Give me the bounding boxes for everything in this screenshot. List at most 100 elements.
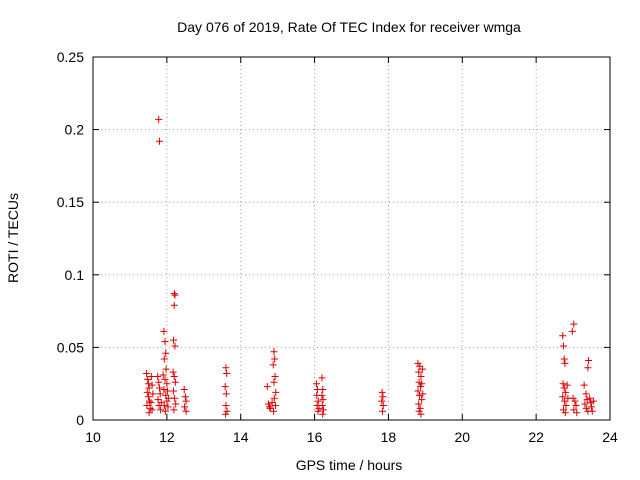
data-point — [170, 301, 178, 309]
data-point — [161, 407, 169, 415]
data-point — [170, 387, 178, 395]
y-tick-label: 0.25 — [57, 49, 84, 65]
data-point — [180, 386, 188, 394]
data-point — [271, 401, 279, 409]
data-point — [560, 384, 568, 392]
data-point — [589, 397, 597, 405]
data-point — [415, 400, 423, 408]
data-point — [172, 400, 180, 408]
data-point — [149, 390, 157, 398]
data-point — [270, 394, 278, 402]
data-point — [159, 371, 167, 379]
data-point — [171, 378, 179, 386]
data-point — [223, 407, 231, 415]
data-point — [222, 390, 230, 398]
data-point — [162, 391, 170, 399]
data-point — [580, 381, 588, 389]
data-point — [155, 378, 163, 386]
data-point — [266, 403, 274, 411]
data-point — [414, 387, 422, 395]
data-point — [181, 393, 189, 401]
data-point — [561, 397, 569, 405]
data-point — [161, 375, 169, 383]
data-point — [263, 383, 271, 391]
x-tick-label: 20 — [454, 429, 470, 445]
data-point — [181, 403, 189, 411]
x-tick-label: 16 — [307, 429, 323, 445]
data-point — [270, 407, 278, 415]
data-point — [588, 407, 596, 415]
data-point — [272, 388, 280, 396]
data-point — [266, 404, 274, 412]
data-point — [319, 386, 327, 394]
data-point — [155, 115, 163, 123]
data-point — [171, 394, 179, 402]
data-point — [170, 336, 178, 344]
data-point — [561, 359, 569, 367]
data-point — [559, 393, 567, 401]
data-point — [155, 384, 163, 392]
data-point — [160, 327, 168, 335]
data-point — [569, 394, 577, 402]
data-point — [143, 388, 151, 396]
data-point — [417, 372, 425, 380]
data-point — [562, 401, 570, 409]
data-point — [268, 399, 276, 407]
x-tick-label: 18 — [381, 429, 397, 445]
data-point — [315, 404, 323, 412]
data-point — [160, 401, 168, 409]
y-axis-label: ROTI / TECUs — [5, 193, 21, 283]
data-point — [163, 380, 171, 388]
x-tick-label: 24 — [602, 429, 618, 445]
data-point — [417, 410, 425, 418]
data-point — [581, 400, 589, 408]
data-point — [562, 388, 570, 396]
data-point — [164, 403, 172, 411]
data-point — [319, 410, 327, 418]
data-point — [582, 404, 590, 412]
x-tick-label: 14 — [233, 429, 249, 445]
data-point — [144, 380, 152, 388]
data-point — [559, 380, 567, 388]
data-point — [559, 332, 567, 340]
x-tick-label: 10 — [85, 429, 101, 445]
data-point — [582, 390, 590, 398]
data-point — [270, 348, 278, 356]
data-point — [418, 396, 426, 404]
data-point — [222, 364, 230, 372]
data-point — [165, 394, 173, 402]
data-point — [148, 381, 156, 389]
data-point — [169, 368, 177, 376]
data-point — [561, 409, 569, 417]
data-point — [264, 400, 272, 408]
data-point — [314, 397, 322, 405]
data-point — [269, 361, 277, 369]
data-point — [318, 374, 326, 382]
data-point — [418, 380, 426, 388]
data-point — [145, 409, 153, 417]
data-point — [314, 407, 322, 415]
data-point — [588, 403, 596, 411]
data-point — [143, 401, 151, 409]
grid — [93, 57, 610, 420]
data-point — [144, 375, 152, 383]
plot-frame — [92, 56, 611, 421]
data-point — [170, 372, 178, 380]
x-axis-label: GPS time / hours — [296, 457, 403, 473]
data-point — [319, 406, 327, 414]
data-point — [585, 356, 593, 364]
data-point — [572, 401, 580, 409]
data-point — [378, 397, 386, 405]
data-point — [415, 368, 423, 376]
data-point — [162, 349, 170, 357]
data-point — [419, 390, 427, 398]
data-points — [143, 115, 597, 418]
data-point — [415, 391, 423, 399]
data-point — [164, 387, 172, 395]
data-point — [143, 370, 151, 378]
data-point — [154, 396, 162, 404]
data-point — [271, 372, 279, 380]
data-point — [221, 383, 229, 391]
data-point — [148, 406, 156, 414]
